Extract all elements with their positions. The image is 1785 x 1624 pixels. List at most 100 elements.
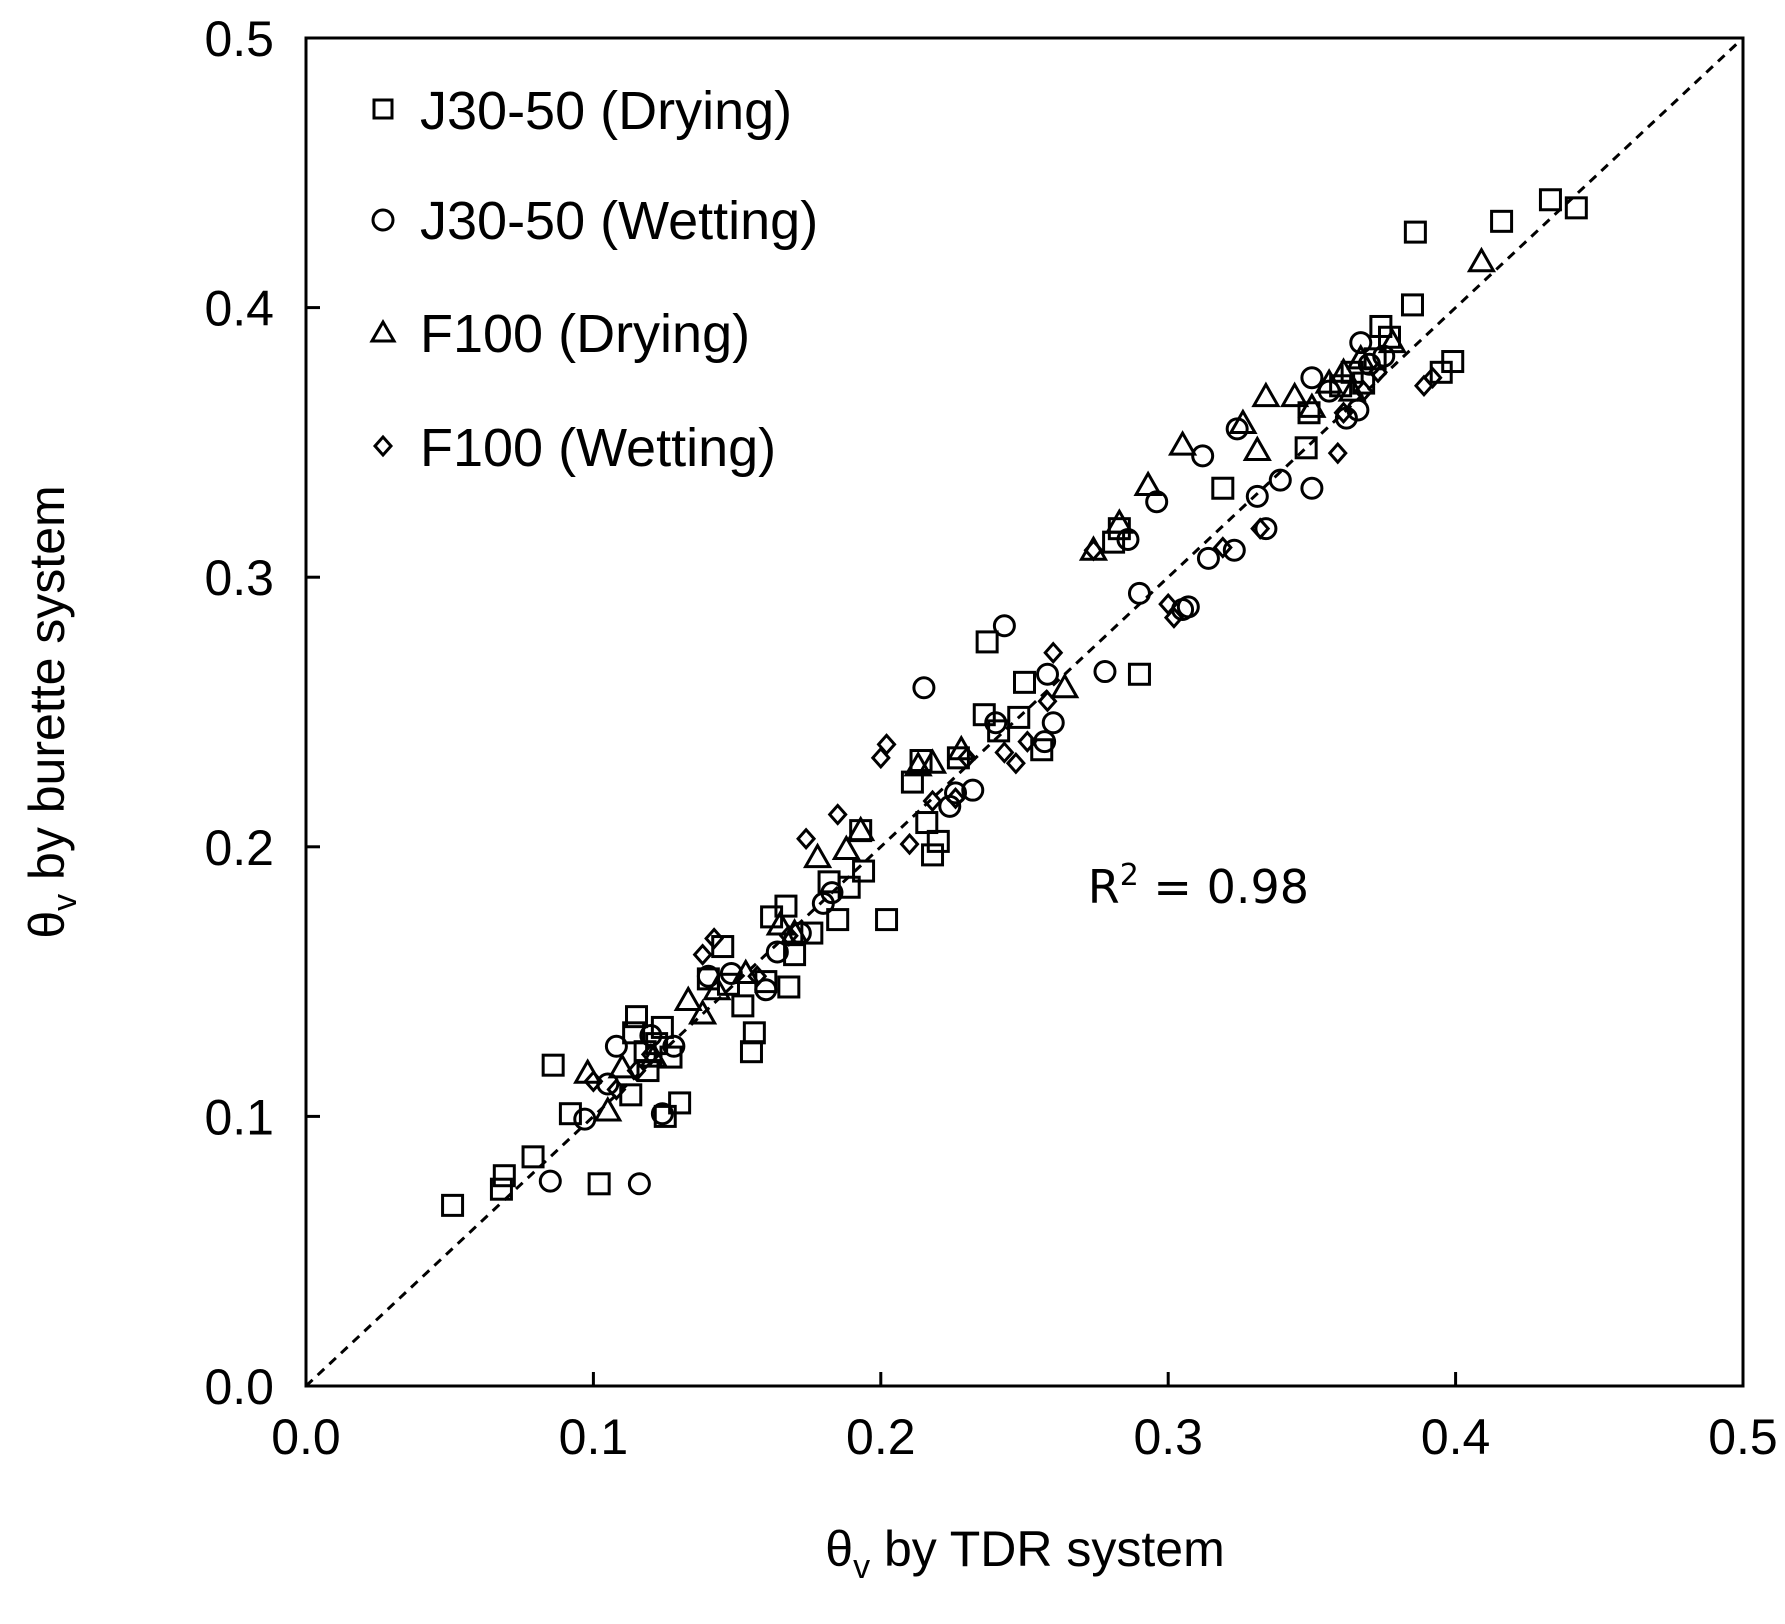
data-point-square (875, 908, 899, 932)
data-point-square (826, 908, 850, 932)
x-tick-label: 0.1 (559, 1409, 629, 1465)
data-point-triangle (779, 918, 810, 944)
data-point-triangle (765, 909, 795, 936)
data-point-diamond (583, 1070, 604, 1093)
data-point-diamond (1005, 751, 1026, 775)
data-point-triangle (1328, 357, 1359, 383)
data-point-circle (1222, 538, 1246, 562)
data-point-circle (984, 711, 1008, 735)
data-point-diamond (704, 927, 725, 950)
data-point-square (492, 1164, 516, 1188)
data-point-diamond (1250, 517, 1271, 540)
data-point-circle (662, 1034, 686, 1058)
data-point-circle (1035, 662, 1059, 686)
data-point-diamond (994, 741, 1015, 764)
data-point-square (558, 1102, 582, 1126)
data-point-circle (754, 978, 778, 1002)
data-point-diamond (1083, 538, 1104, 562)
data-point-circle (1191, 444, 1215, 468)
data-point-triangle (1280, 381, 1310, 408)
data-point-square (521, 1145, 545, 1169)
legend-label: F100 (Wetting) (420, 418, 776, 478)
data-point-square (852, 859, 876, 883)
data-point-diamond (827, 803, 848, 826)
data-point-square (742, 1021, 766, 1045)
data-point-square (921, 843, 945, 867)
data-point-square (1013, 670, 1036, 694)
data-point-triangle (1251, 381, 1281, 408)
data-point-triangle (1346, 343, 1376, 370)
data-point-diamond (1017, 730, 1038, 753)
data-point-circle (1254, 517, 1278, 541)
data-point-square (650, 1015, 674, 1039)
data-point-circle (1041, 711, 1065, 735)
data-point-square (900, 770, 924, 794)
data-point-triangle (846, 815, 876, 842)
data-point-diamond (1327, 441, 1348, 465)
data-point-square (1403, 220, 1427, 244)
data-point-square (1490, 209, 1514, 233)
data-point-circle (1300, 476, 1324, 500)
legend-label: F100 (Drying) (420, 304, 750, 364)
data-point-square (1400, 293, 1424, 317)
data-point-circle (719, 962, 743, 986)
data-point-diamond (1413, 374, 1434, 398)
legend-label: J30-50 (Drying) (420, 81, 792, 141)
data-point-triangle (1167, 430, 1198, 456)
data-point-circle (604, 1034, 628, 1058)
data-point-circle (1196, 546, 1220, 570)
data-point-triangle (607, 1052, 637, 1079)
data-point-circle (1349, 331, 1373, 355)
data-point-triangle (1133, 470, 1163, 497)
data-point-diamond (606, 1078, 627, 1101)
data-point-circle (1245, 484, 1269, 508)
data-point-square (739, 1040, 763, 1064)
x-axis-label: θv by TDR system (825, 1521, 1225, 1586)
data-point-diamond (1212, 536, 1233, 559)
data-point-diamond (747, 964, 768, 988)
data-point-triangle (593, 1095, 623, 1122)
data-point-triangle (917, 748, 948, 774)
data-point-circle (1093, 660, 1117, 684)
legend-item-f100-wetting: F100 (Wetting) (372, 418, 776, 478)
data-point-circle (1145, 490, 1169, 514)
data-point-square (774, 894, 798, 918)
y-tick-label: 0.2 (204, 820, 274, 876)
data-point-triangle (1466, 246, 1497, 273)
data-point-circle (961, 778, 985, 802)
data-point-diamond (796, 827, 817, 850)
legend-item-f100-drying: F100 (Drying) (369, 304, 750, 364)
data-point-circle (820, 881, 844, 905)
data-point-square (972, 703, 996, 727)
y-tick-label: 0.5 (204, 11, 274, 67)
data-point-circle (696, 964, 720, 988)
data-point-square (1127, 662, 1151, 686)
data-point-square (489, 1177, 513, 1201)
x-tick-label: 0.4 (1421, 1409, 1491, 1465)
plot-area (304, 36, 1745, 1388)
x-tick-label: 0.5 (1708, 1409, 1778, 1465)
y-tick-label: 0.4 (204, 281, 274, 337)
y-tick-label: 0.0 (204, 1359, 274, 1415)
data-point-square (625, 1005, 649, 1029)
data-point-circle (627, 1172, 651, 1196)
data-point-square (653, 1104, 677, 1128)
data-point-circle (1268, 468, 1292, 492)
data-point-diamond (1043, 641, 1064, 664)
axis-ticks: 0.0 0.1 0.2 0.3 0.4 0.5 0.0 0.1 0.2 0.3 0.4 0.5 (204, 11, 1777, 1465)
data-point-square (1211, 476, 1235, 500)
data-point-diamond (957, 746, 978, 770)
data-point-diamond (899, 832, 920, 856)
data-point-triangle (702, 974, 732, 1001)
data-point-diamond (1163, 606, 1184, 629)
data-point-square (1294, 436, 1318, 460)
data-point-diamond (1037, 689, 1058, 713)
data-point-diamond (1422, 366, 1443, 389)
data-point-square (1441, 350, 1465, 374)
data-point-diamond (876, 733, 897, 756)
one-to-one-reference-line (304, 36, 1745, 1388)
diamond-marker-icon (372, 434, 394, 458)
data-point-square (1564, 196, 1588, 220)
data-point-square (915, 811, 939, 835)
data-point-diamond (945, 787, 966, 810)
